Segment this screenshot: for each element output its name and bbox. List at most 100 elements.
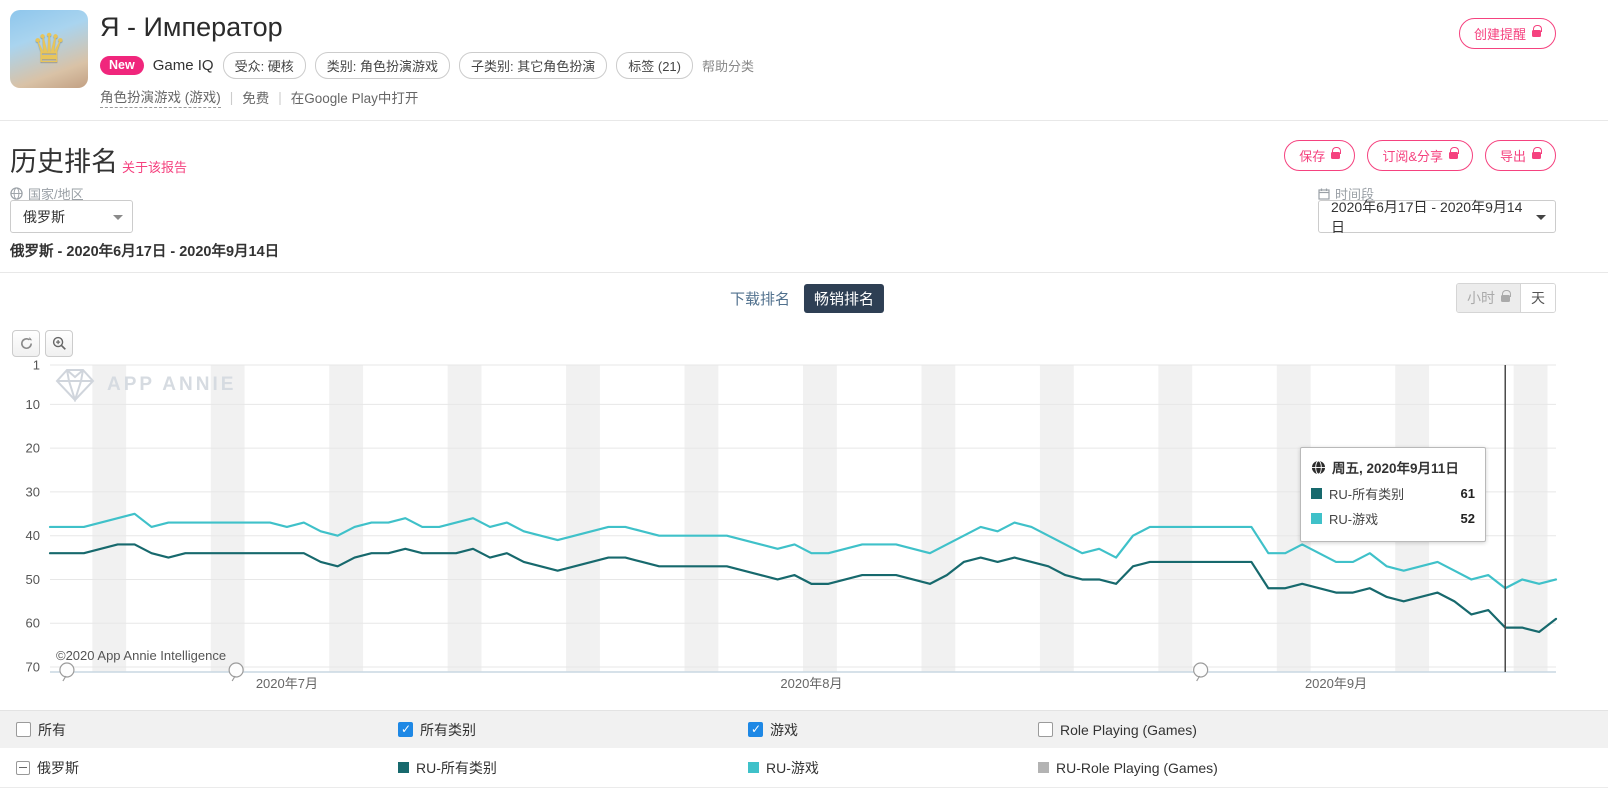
legend-header-row: 所有 所有类别 游戏 Role Playing (Games): [0, 711, 1608, 748]
period-select[interactable]: 2020年6月17日 - 2020年9月14日: [1318, 199, 1556, 235]
app-badge-row: New Game IQ 受众: 硬核 类别: 角色扮演游戏 子类别: 其它角色扮…: [100, 52, 754, 79]
lock-icon: [1448, 147, 1459, 159]
legend-series-games[interactable]: RU-游戏: [748, 748, 819, 787]
legend-country-row: 俄罗斯 RU-所有类别 RU-游戏 RU-Role Playing (Games…: [0, 748, 1608, 788]
weekend-band: [92, 365, 127, 672]
game-iq-label: Game IQ: [152, 57, 214, 74]
collapse-icon[interactable]: [16, 760, 30, 775]
legend-role-playing-label: Role Playing (Games): [1060, 721, 1197, 738]
granularity-hour-button[interactable]: 小时: [1457, 284, 1520, 312]
checkbox-games[interactable]: [748, 722, 763, 737]
separator: |: [278, 89, 282, 105]
legend-series-all-categories[interactable]: RU-所有类别: [398, 748, 497, 787]
app-icon[interactable]: ♛: [10, 10, 88, 88]
rank-history-chart[interactable]: 1 10 20 30 40 50 60 70 2020年7月 2020年8月 2020年9月: [0, 320, 1608, 705]
subscribe-share-label: 订阅&分享: [1382, 149, 1443, 164]
legend-country-toggle[interactable]: 俄罗斯: [16, 748, 79, 787]
audience-pill[interactable]: 受众: 硬核: [222, 52, 306, 79]
chart-reset-zoom-button[interactable]: [12, 330, 40, 357]
checkbox-all[interactable]: [16, 722, 31, 737]
tooltip-series-value: 61: [1460, 486, 1475, 501]
tooltip-series-label: RU-所有类别: [1329, 487, 1405, 502]
country-label-text: 国家/地区: [28, 187, 84, 202]
legend-series-role-playing[interactable]: RU-Role Playing (Games): [1038, 748, 1218, 787]
period-select-value: 2020年6月17日 - 2020年9月14日: [1331, 198, 1523, 235]
export-label: 导出: [1499, 149, 1526, 164]
country-select-value: 俄罗斯: [23, 208, 65, 225]
category-pill[interactable]: 类别: 角色扮演游戏: [314, 52, 451, 79]
x-axis-tick-label: 2020年7月: [256, 676, 318, 691]
save-label: 保存: [1299, 149, 1326, 164]
weekend-band: [1158, 365, 1193, 672]
weekend-band: [566, 365, 600, 672]
chevron-down-icon: [1536, 215, 1546, 220]
create-alert-button[interactable]: 创建提醒: [1458, 18, 1556, 49]
about-report-link[interactable]: 关于该报告: [122, 160, 188, 175]
open-in-store-link[interactable]: 在Google Play中打开: [290, 91, 419, 106]
weekend-band: [684, 365, 719, 672]
tab-grossing-rank[interactable]: 畅销排名: [804, 284, 885, 313]
app-title: Я - Император: [100, 12, 283, 42]
globe-icon: [10, 187, 23, 200]
event-marker-tail: [62, 675, 67, 682]
tags-pill[interactable]: 标签 (21): [616, 52, 693, 79]
new-badge: New: [100, 56, 144, 75]
period-label-text: 时间段: [1335, 187, 1375, 202]
event-marker[interactable]: [59, 662, 75, 678]
legend-check-all-categories[interactable]: 所有类别: [398, 711, 476, 748]
event-marker[interactable]: [228, 662, 244, 678]
country-select[interactable]: 俄罗斯: [10, 200, 133, 233]
calendar-icon: [1318, 188, 1330, 200]
subcategory-pill[interactable]: 子类别: 其它角色扮演: [459, 52, 608, 79]
legend-check-all[interactable]: 所有: [16, 711, 66, 748]
separator: |: [229, 89, 234, 105]
y-axis-tick-label: 10: [26, 397, 40, 412]
tooltip-series-label: RU-游戏: [1329, 512, 1379, 527]
series-color-swatch: [1311, 513, 1322, 524]
checkbox-role-playing[interactable]: [1038, 722, 1053, 737]
y-axis-tick-label: 20: [26, 441, 40, 456]
checkbox-all-categories[interactable]: [398, 722, 413, 737]
legend-series-label: RU-游戏: [766, 759, 819, 776]
chart-zoom-in-button[interactable]: [45, 330, 73, 357]
granularity-day-button[interactable]: 天: [1520, 284, 1555, 312]
globe-icon: [1311, 459, 1326, 475]
weekend-band: [210, 365, 245, 672]
series-line-0: [48, 543, 1558, 634]
section-divider: [0, 272, 1608, 273]
legend-check-games[interactable]: 游戏: [748, 711, 798, 748]
export-button[interactable]: 导出: [1484, 140, 1556, 171]
lock-icon: [1532, 147, 1542, 159]
series-color-swatch: [398, 762, 409, 773]
tab-download-rank[interactable]: 下载排名: [729, 291, 790, 308]
legend-series-label: RU-所有类别: [416, 759, 497, 776]
day-label: 天: [1531, 290, 1545, 306]
report-action-buttons: 保存 订阅&分享 导出: [1284, 140, 1556, 171]
chart-tooltip: 周五, 2020年9月11日 RU-所有类别 61 RU-游戏 52: [1300, 447, 1486, 542]
legend-divider: [0, 710, 1608, 711]
y-axis-tick-label: 1: [33, 358, 40, 373]
lock-icon: [1501, 289, 1511, 302]
series-line-1: [48, 512, 1558, 590]
y-axis-tick-label: 30: [26, 484, 40, 499]
lock-icon: [1331, 147, 1342, 159]
help-classify-link[interactable]: 帮助分类: [702, 59, 755, 74]
weekend-band: [447, 365, 482, 672]
legend-series-label: RU-Role Playing (Games): [1056, 759, 1218, 776]
x-axis-tick-label: 2020年9月: [1305, 676, 1367, 691]
event-marker-tail: [231, 675, 236, 682]
y-axis-tick-label: 70: [26, 660, 40, 675]
period-field-label: 时间段: [1318, 184, 1374, 203]
event-marker-tail: [1196, 675, 1201, 682]
save-button[interactable]: 保存: [1284, 140, 1356, 171]
subscribe-share-button[interactable]: 订阅&分享: [1367, 140, 1473, 171]
event-marker[interactable]: [1193, 662, 1209, 678]
series-color-swatch: [1038, 762, 1049, 773]
chevron-down-icon: [113, 215, 123, 220]
tooltip-series-value: 52: [1460, 511, 1475, 526]
magnifier-plus-icon: [52, 336, 66, 350]
report-subtitle: 俄罗斯 - 2020年6月17日 - 2020年9月14日: [10, 244, 280, 260]
category-link[interactable]: 角色扮演游戏 (游戏): [100, 86, 221, 108]
legend-check-role-playing[interactable]: Role Playing (Games): [1038, 711, 1197, 748]
create-alert-label: 创建提醒: [1473, 27, 1526, 42]
